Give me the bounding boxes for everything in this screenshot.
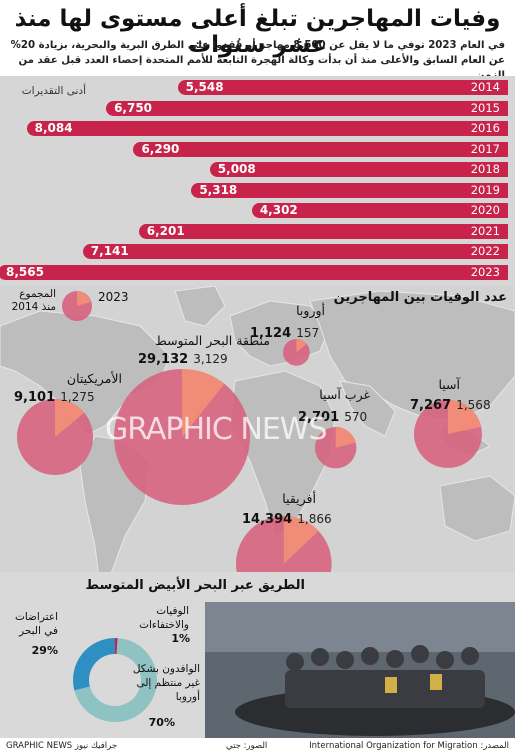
donut-slice-0 (74, 638, 157, 722)
bar-2021: 6,201 2021 (138, 223, 508, 239)
estimate-note: أدنى التقديرات (21, 85, 86, 97)
boat-photo (205, 602, 515, 738)
legend-total-label: المجموع منذ 2014 (11, 288, 56, 313)
bar-year-2022: 2022 (470, 244, 500, 258)
bubble-2023-wedge-2 (54, 398, 85, 437)
deaths-pct: 1% (171, 632, 190, 645)
bar-value-2022: 7,141 (90, 244, 129, 258)
bar-value-2016: 8,084 (34, 121, 73, 135)
bar-value-2014: 5,548 (185, 80, 224, 94)
bar-year-2019: 2019 (470, 182, 500, 197)
world-map (0, 286, 515, 588)
bar-year-2023: 2023 (470, 264, 500, 279)
bar-year-2015: 2015 (470, 100, 500, 115)
bar-year-2014: 2014 (470, 80, 500, 94)
legend-bubble (62, 291, 92, 321)
region-name-europe: أوروبا (296, 303, 325, 318)
deaths-label: الوفيات والاختفاءات (139, 605, 189, 631)
bar-2019: 5,318 2019 (191, 182, 508, 198)
bar-value-2019: 5,318 (199, 182, 238, 197)
donut-slice-1 (73, 638, 115, 691)
bar-year-2016: 2016 (470, 121, 500, 135)
med-donut-chart (73, 638, 157, 722)
footer: المصدر: International Organization for M… (0, 738, 515, 754)
med-title: الطريق عبر البحر الأبيض المتوسط (85, 578, 305, 593)
page-title: وفيات المهاجرين تبلغ أعلى مستوى لها منذ … (14, 6, 501, 58)
bar-value-2017: 6,290 (141, 141, 180, 156)
bar-2023: 8,565 2023 (0, 264, 508, 280)
region-values-west-asia: 2,701 570 (298, 410, 368, 425)
bar-2015: 6,750 2015 (106, 100, 508, 116)
region-values-americas: 9,101 1,275 (14, 390, 95, 405)
watermark: GRAPHIC NEWS (105, 412, 327, 447)
bubble-2023-wedge-4 (447, 400, 482, 434)
bar-year-2020: 2020 (470, 203, 500, 217)
region-values-mediterranean: 29,132 3,129 (138, 352, 228, 367)
bar-value-2021: 6,201 (146, 223, 185, 238)
region-values-asia: 7,267 1,568 (410, 398, 491, 413)
bubble-2023-wedge-3 (335, 427, 357, 448)
region-values-africa: 14,394 1,866 (242, 512, 332, 527)
bar-value-2023: 8,565 (6, 264, 44, 279)
north-america-shape (0, 310, 171, 437)
source-credit: المصدر: International Organization for M… (309, 741, 509, 751)
bar-value-2015: 6,750 (114, 100, 153, 115)
region-name-asia: آسيا (438, 377, 460, 392)
bar-2020: 4,302 2020 (251, 203, 508, 218)
bubble-region-2 (16, 398, 93, 475)
intercept-label: اعتراضات في البحر (14, 611, 58, 637)
bar-year-2017: 2017 (470, 141, 500, 156)
bar-2022: 7,141 2022 (82, 244, 508, 259)
bubble-2023-wedge-0 (295, 338, 307, 352)
bar-2017: 6,290 2017 (133, 141, 508, 157)
bubble-region-3 (315, 427, 357, 469)
bubble-region-1 (114, 369, 250, 505)
region-values-europe: 1,124 157 (250, 326, 320, 341)
page-subtitle: في العام 2023 توفي ما لا يقل عن 8.500 مه… (10, 40, 505, 81)
bar-value-2018: 5,008 (217, 162, 256, 176)
donut-slice-2 (115, 638, 118, 655)
bubble-2023-wedge-1 (182, 369, 225, 437)
region-name-mediterranean: منطقة البحر المتوسط (155, 333, 270, 348)
bar-2016: 8,084 2016 (26, 121, 508, 136)
map-title: عدد الوفيات بين المهاجرين (333, 290, 507, 305)
bar-2018: 5,008 2018 (209, 162, 508, 177)
intercept-pct: 29% (31, 644, 58, 657)
australia-shape (439, 475, 515, 542)
bar-year-2018: 2018 (470, 162, 500, 176)
bar-year-2021: 2021 (470, 223, 500, 238)
south-asia-shape (339, 380, 396, 437)
arrivals-pct: 70% (148, 716, 175, 729)
bubble-region-4 (414, 400, 482, 468)
mediterranean-panel: الطريق عبر البحر الأبيض المتوسط (0, 572, 515, 738)
legend-year-label: 2023 (98, 290, 129, 304)
bubble-region-0 (282, 338, 310, 366)
bubble-2023-wedge-5 (283, 516, 319, 564)
greenland-shape (174, 286, 226, 327)
arrivals-label: الوافدون بشكل غير منتظم إلى أوروبا (132, 663, 200, 703)
region-name-africa: أفريقيا (282, 491, 316, 506)
brand-credit: GRAPHIC NEWS جرافيك نيوز (6, 741, 118, 751)
bar-value-2020: 4,302 (259, 203, 298, 217)
region-name-west-asia: غرب آسيا (319, 387, 370, 402)
photo-credit: الصور: جتي (226, 741, 268, 751)
bar-2014: 5,548 2014 (177, 80, 508, 95)
region-name-americas: الأمريكيتان (66, 371, 122, 386)
